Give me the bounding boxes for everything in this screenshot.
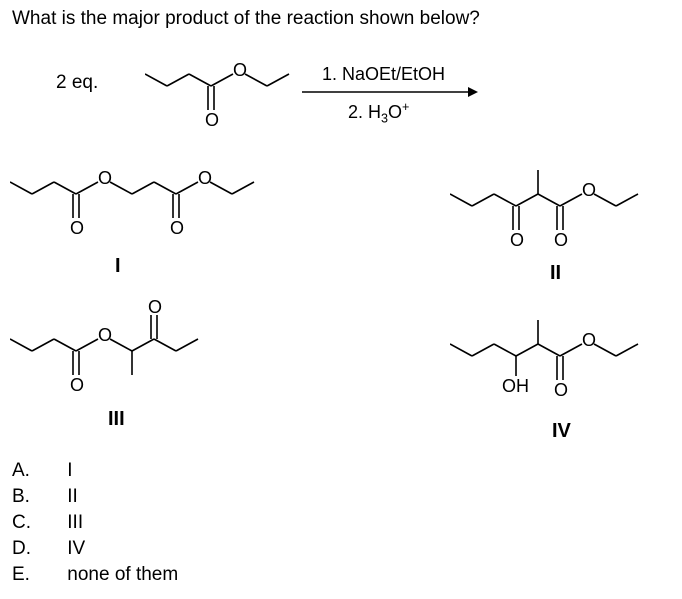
structure-I: O O O O <box>10 160 270 250</box>
question-title: What is the major product of the reactio… <box>12 8 480 30</box>
label-IV: IV <box>552 420 571 443</box>
structure-II: O O O <box>450 160 670 260</box>
svg-text:O: O <box>98 325 112 345</box>
answer-letter: C. <box>12 512 62 534</box>
structure-reactant: O O <box>145 52 295 132</box>
svg-text:O: O <box>554 380 568 400</box>
answer-text: IV <box>67 538 85 559</box>
label-I: I <box>115 255 121 278</box>
svg-text:O: O <box>233 60 247 80</box>
svg-text:OH: OH <box>502 376 529 396</box>
svg-text:O: O <box>582 330 596 350</box>
reagent-step1: 1. NaOEt/EtOH <box>322 64 445 85</box>
svg-text:O: O <box>582 180 596 200</box>
structure-IV: OH O O <box>450 310 670 410</box>
answer-E: E. none of them <box>12 564 178 586</box>
svg-text:O: O <box>70 218 84 238</box>
answer-letter: E. <box>12 564 62 586</box>
answer-text: III <box>67 512 83 533</box>
answer-B: B. II <box>12 486 78 508</box>
answer-C: C. III <box>12 512 83 534</box>
answer-letter: A. <box>12 460 62 482</box>
label-III: III <box>108 408 125 431</box>
answer-text: I <box>67 460 72 481</box>
answer-D: D. IV <box>12 538 85 560</box>
answer-A: A. I <box>12 460 73 482</box>
svg-text:O: O <box>198 168 212 188</box>
svg-text:O: O <box>205 110 219 130</box>
answer-letter: D. <box>12 538 62 560</box>
equivalents-label: 2 eq. <box>56 72 98 94</box>
answer-letter: B. <box>12 486 62 508</box>
answer-text: none of them <box>67 564 178 585</box>
reagent-step2: 2. H3O+ <box>348 100 409 126</box>
svg-text:O: O <box>70 375 84 395</box>
reaction-arrow <box>302 84 482 100</box>
svg-text:O: O <box>170 218 184 238</box>
answer-text: II <box>67 486 78 507</box>
svg-text:O: O <box>98 168 112 188</box>
svg-text:O: O <box>510 230 524 250</box>
svg-text:O: O <box>148 297 162 317</box>
svg-text:O: O <box>554 230 568 250</box>
structure-III: O O O <box>10 295 230 405</box>
label-II: II <box>550 262 561 285</box>
